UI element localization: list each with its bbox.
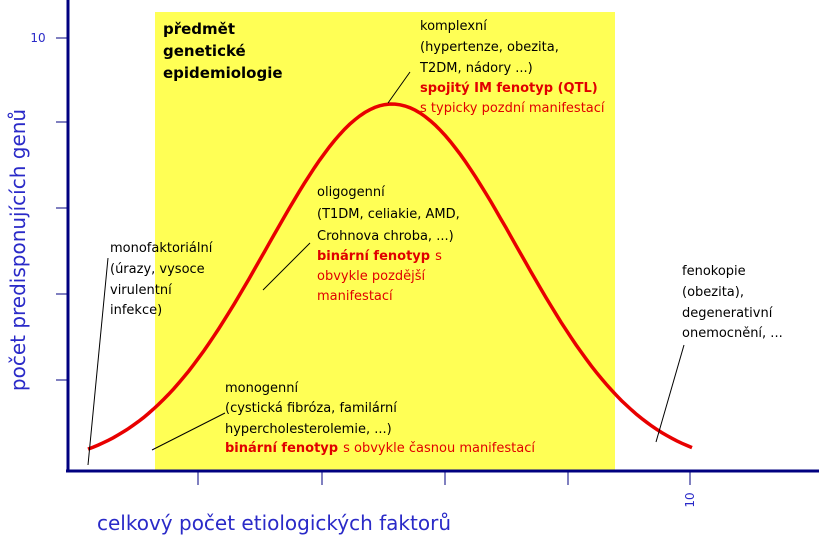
note: manifestací: [317, 289, 393, 304]
curve: [87, 102, 693, 451]
note: s typicky pozdní manifestací: [420, 101, 605, 116]
title-line: předmět: [163, 20, 235, 38]
line: fenokopie: [682, 264, 746, 279]
line: (obezita),: [682, 285, 744, 300]
y-axis-label: počet predisponujících genů: [6, 109, 30, 391]
x-axis-label: celkový počet etiologických faktorů: [97, 511, 451, 535]
complex: komplexní (hypertenze, obezita, T2DM, ná…: [419, 19, 605, 116]
line: monofaktoriální: [110, 241, 213, 256]
line: infekce): [110, 303, 162, 318]
phenocopy: fenokopie (obezita), degenerativní onemo…: [682, 264, 783, 341]
line: komplexní: [420, 19, 487, 34]
line: (úrazy, vysoce: [110, 262, 205, 277]
line: Crohnova chroba, ...): [317, 229, 454, 244]
line: monogenní: [225, 381, 299, 396]
line: (hypertenze, obezita,: [420, 40, 559, 55]
line: oligogenní: [317, 185, 385, 200]
ticks: [56, 37, 691, 485]
emphasis-line: binární fenotyp s obvykle časnou manifest…: [225, 441, 535, 456]
line: (cystická fibróza, familární: [225, 401, 397, 416]
oligogenic: oligogenní (T1DM, celiakie, AMD, Crohnov…: [317, 185, 460, 304]
line: degenerativní: [682, 306, 773, 321]
line: T2DM, nádory ...): [419, 61, 533, 76]
emphasis: spojitý IM fenotyp (QTL): [420, 81, 598, 96]
y-tick-label: 10: [30, 31, 45, 45]
emphasis: binární fenotyp: [225, 441, 338, 456]
monofactorial: monofaktoriální (úrazy, vysoce virulentn…: [110, 241, 213, 318]
tail: s obvykle časnou manifestací: [343, 441, 535, 456]
emphasis-line: binární fenotyp s: [317, 249, 442, 264]
title-line: epidemiologie: [163, 64, 283, 82]
note: obvykle pozdější: [317, 269, 426, 284]
emphasis: binární fenotyp: [317, 249, 430, 264]
region-title: předmět genetické epidemiologie: [163, 20, 283, 82]
line: (T1DM, celiakie, AMD,: [317, 207, 460, 222]
x-tick-label: 10: [683, 492, 697, 507]
line: onemocnění, ...: [682, 326, 783, 341]
title-line: genetické: [163, 42, 246, 60]
region: [155, 12, 615, 470]
line: virulentní: [110, 283, 172, 298]
tail: s: [435, 249, 442, 264]
monogenic: monogenní (cystická fibróza, familární h…: [225, 381, 535, 456]
line: hypercholesterolemie, ...): [225, 422, 392, 437]
leaders: [87, 71, 685, 466]
